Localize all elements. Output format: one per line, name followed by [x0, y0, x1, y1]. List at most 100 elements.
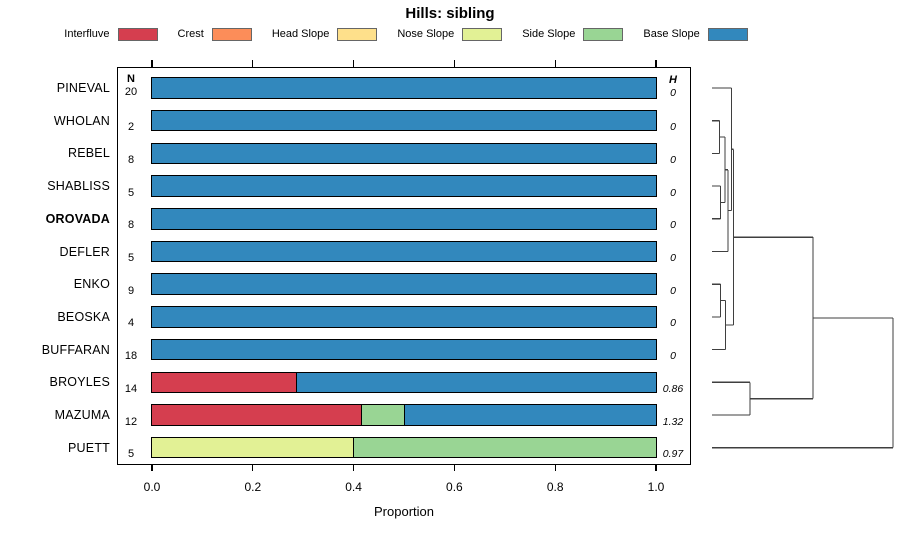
- x-tick-top: [353, 60, 355, 67]
- row-label: DEFLER: [59, 244, 110, 259]
- row-label: ENKO: [73, 277, 110, 292]
- bar-segment-base-slope: [151, 209, 657, 229]
- bar-segment-interfluve: [151, 372, 297, 393]
- x-tick-bottom: [655, 464, 657, 471]
- row-h-value: 0: [670, 252, 676, 264]
- h-column-header: H: [669, 73, 677, 86]
- legend-item: Crest: [177, 27, 252, 41]
- legend: Interfluve Crest Head Slope Nose Slope Side …: [61, 25, 751, 43]
- row-n-value: 5: [127, 252, 135, 264]
- legend-swatch-side-slope: [583, 27, 624, 41]
- row-label: PINEVAL: [56, 81, 110, 95]
- legend-item: Interfluve: [64, 27, 158, 41]
- row-label: WHOLAN: [53, 113, 110, 128]
- stacked-bar: [150, 77, 658, 99]
- x-tick-bottom: [151, 464, 153, 471]
- x-tick-label: 0.6: [446, 479, 463, 494]
- x-tick-label: 0.0: [143, 479, 161, 494]
- row-n-value: 2: [127, 121, 135, 134]
- bar-segment-side-slope: [362, 405, 405, 425]
- stacked-bar: [150, 371, 658, 394]
- row-label: BROYLES: [49, 375, 110, 390]
- row-n-value: 20: [124, 86, 138, 98]
- stacked-bar: [150, 338, 658, 361]
- row-h-value: 0: [670, 186, 676, 199]
- legend-label: Interfluve: [64, 28, 110, 40]
- x-tick-top: [252, 60, 254, 67]
- bar-segment-base-slope: [151, 110, 657, 131]
- row-n-value: 12: [124, 415, 138, 428]
- legend-item: Nose Slope: [397, 27, 503, 41]
- row-h-value: 0: [670, 284, 676, 297]
- row-n-value: 8: [127, 219, 135, 232]
- x-tick-label: 0.8: [546, 479, 564, 494]
- bar-segment-base-slope: [151, 176, 657, 196]
- x-tick-top: [151, 60, 153, 67]
- legend-swatch-head-slope: [337, 27, 378, 41]
- legend-swatch-interfluve: [117, 27, 158, 41]
- legend-item: Head Slope: [271, 27, 378, 41]
- stacked-bar: [150, 436, 658, 459]
- x-axis-title: Proportion: [374, 504, 434, 519]
- legend-label: Head Slope: [271, 28, 330, 40]
- x-tick-label: 0.4: [345, 479, 362, 494]
- row-n-value: 9: [127, 284, 135, 297]
- row-label: BEOSKA: [57, 309, 110, 324]
- bar-segment-base-slope: [404, 405, 657, 425]
- row-label: PUETT: [68, 440, 110, 455]
- x-tick-bottom: [554, 464, 556, 471]
- legend-label: Base Slope: [643, 28, 700, 40]
- x-tick-top: [655, 60, 657, 67]
- row-n-value: 5: [127, 186, 135, 199]
- chart-title: Hills: sibling: [405, 5, 495, 22]
- x-tick-bottom: [353, 464, 355, 471]
- stacked-bar: [150, 404, 658, 426]
- bar-segment-base-slope: [151, 339, 657, 360]
- row-h-value: 0: [670, 121, 676, 134]
- row-h-value: 0: [670, 153, 676, 166]
- row-n-value: 18: [124, 350, 138, 363]
- legend-item: Base Slope: [643, 27, 748, 41]
- legend-label: Nose Slope: [397, 28, 455, 40]
- bar-segment-base-slope: [151, 307, 657, 327]
- bar-segment-base-slope: [151, 78, 657, 98]
- bar-segment-base-slope: [151, 143, 657, 164]
- row-label: BUFFARAN: [41, 342, 110, 357]
- row-n-value: 4: [127, 317, 135, 330]
- stacked-bar: [150, 273, 658, 295]
- legend-swatch-base-slope: [707, 27, 748, 41]
- bar-segment-base-slope: [151, 274, 657, 294]
- stacked-bar: [150, 240, 658, 263]
- row-n-value: 5: [127, 448, 135, 461]
- stacked-bar: [150, 175, 658, 197]
- bar-segment-nose-slope: [151, 437, 355, 458]
- plot-frame: [116, 66, 691, 465]
- row-h-value: 0: [670, 86, 676, 99]
- row-h-value: 0.86: [662, 382, 684, 395]
- row-label: SHABLISS: [47, 179, 110, 194]
- x-tick-label: 1.0: [647, 479, 665, 494]
- row-label: MAZUMA: [54, 408, 110, 422]
- stacked-bar: [150, 109, 658, 132]
- row-h-value: 0: [670, 317, 676, 330]
- bar-segment-base-slope: [151, 241, 657, 262]
- legend-label: Side Slope: [522, 28, 576, 40]
- stacked-bar: [150, 142, 658, 165]
- x-tick-bottom: [252, 464, 254, 471]
- stacked-bar: [150, 208, 658, 230]
- row-n-value: 14: [124, 382, 138, 395]
- x-tick-top: [453, 60, 455, 67]
- legend-swatch-nose-slope: [462, 27, 503, 41]
- x-tick-label: 0.2: [244, 479, 262, 494]
- x-tick-top: [554, 60, 556, 67]
- row-h-value: 0: [670, 350, 676, 363]
- bar-segment-side-slope: [354, 437, 657, 458]
- bar-segment-base-slope: [296, 372, 657, 393]
- stacked-bar: [150, 306, 658, 328]
- legend-label: Crest: [177, 28, 204, 40]
- legend-item: Side Slope: [522, 27, 624, 41]
- row-h-value: 1.32: [662, 415, 684, 428]
- x-tick-bottom: [453, 464, 455, 471]
